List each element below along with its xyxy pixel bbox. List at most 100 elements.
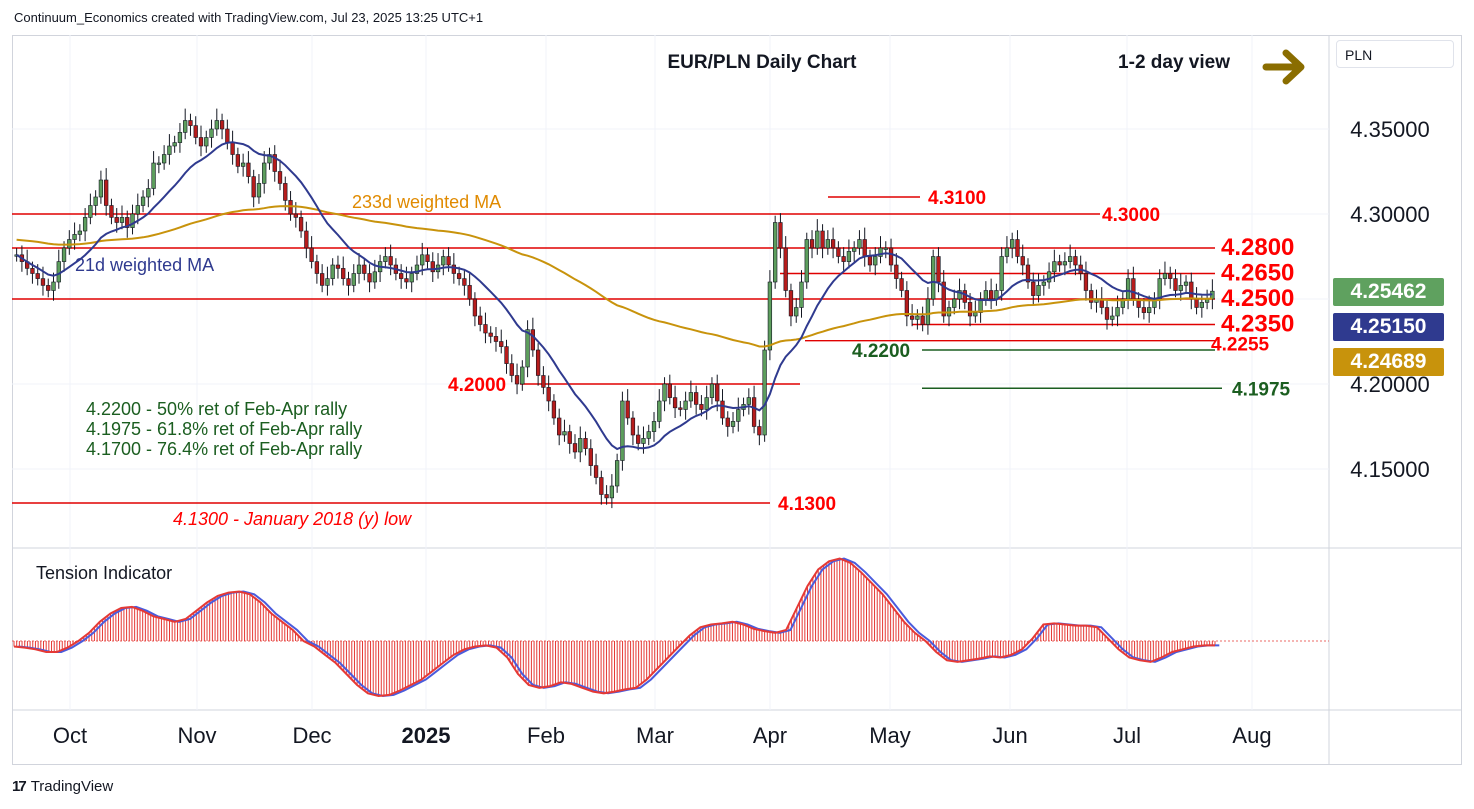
candle-body xyxy=(330,264,335,279)
level-label-4.2200: 4.2200 xyxy=(852,341,910,362)
tension-line xyxy=(13,557,1215,698)
y-tick-label: 4.35000 xyxy=(1350,117,1430,142)
candle-body xyxy=(1020,256,1025,266)
tradingview-logo[interactable]: 17 TradingView xyxy=(12,778,113,795)
candle-body xyxy=(878,247,883,257)
candle-body xyxy=(404,278,409,283)
candle-body xyxy=(441,256,446,266)
candle-body xyxy=(541,375,546,388)
candle-body xyxy=(1173,278,1178,291)
x-tick-label: May xyxy=(869,723,911,748)
candle-body xyxy=(504,346,509,364)
candle-body xyxy=(235,154,241,167)
candle-body xyxy=(788,290,794,317)
candle-body xyxy=(572,443,578,453)
candle-body xyxy=(451,264,456,274)
candle-body xyxy=(757,426,762,436)
candle-body xyxy=(77,230,82,235)
price-axis[interactable]: 4.35000 4.30000 4.20000 4.15000 xyxy=(1350,117,1430,482)
candle-body xyxy=(262,162,267,184)
candle-body xyxy=(82,217,88,232)
candle-body xyxy=(488,332,493,337)
candle-body xyxy=(841,256,846,262)
candle-body xyxy=(304,230,309,249)
candle-body xyxy=(109,205,114,218)
candle-body xyxy=(346,278,351,286)
candle-body xyxy=(730,421,736,427)
candle-body xyxy=(341,268,346,279)
ma233-label: 233d weighted MA xyxy=(352,192,501,212)
retracement-note: 4.1975 - 61.8% ret of Feb-Apr rally xyxy=(86,419,362,439)
candle-body xyxy=(420,254,425,266)
x-tick-label: Nov xyxy=(177,723,216,748)
candle-body xyxy=(46,285,51,291)
candle-body xyxy=(98,179,104,198)
candle-body xyxy=(830,239,836,249)
level-label-4.2350: 4.2350 xyxy=(1221,311,1294,338)
level-label-4.2255: 4.2255 xyxy=(1211,335,1270,356)
candle-body xyxy=(225,128,230,143)
candle-body xyxy=(383,256,388,262)
retracement-note: 4.1700 - 76.4% ret of Feb-Apr rally xyxy=(86,439,362,459)
candle-body xyxy=(983,290,989,300)
y-tick-label: 4.15000 xyxy=(1350,457,1430,482)
tradingview-brand: TradingView xyxy=(30,778,114,795)
currency-selector[interactable]: PLN xyxy=(1336,40,1454,68)
candle-body xyxy=(931,256,936,300)
candle-body xyxy=(1141,307,1147,313)
candle-body xyxy=(56,261,61,283)
candle-body xyxy=(1052,261,1057,273)
candle-body xyxy=(509,363,514,376)
y-tick-label: 4.30000 xyxy=(1350,202,1430,227)
level-label-4.2800: 4.2800 xyxy=(1221,234,1294,261)
level-lines: 4.31004.30004.28004.26504.25004.23504.22… xyxy=(12,188,1294,515)
candle-body xyxy=(625,400,630,419)
level-label-4.3100: 4.3100 xyxy=(928,188,986,209)
candle-body xyxy=(251,176,256,198)
candle-body xyxy=(362,264,367,274)
candle-body xyxy=(614,460,620,487)
candle-body xyxy=(467,285,472,300)
candle-body xyxy=(1199,302,1204,308)
level-label-4.2650: 4.2650 xyxy=(1221,260,1294,287)
candle-body xyxy=(367,273,372,283)
candle-body xyxy=(430,261,435,273)
x-tick-label: Apr xyxy=(753,723,787,748)
candle-body xyxy=(1162,273,1168,279)
candle-body xyxy=(688,392,694,402)
candle-body xyxy=(657,400,662,422)
candle-body xyxy=(662,383,667,402)
candle-body xyxy=(773,222,778,283)
candle-body xyxy=(546,387,551,402)
candle-body xyxy=(909,315,915,320)
candle-body xyxy=(999,256,1004,291)
candle-body xyxy=(620,400,625,461)
candle-body xyxy=(119,217,125,223)
candle-body xyxy=(1036,285,1041,296)
candle-body xyxy=(941,281,946,317)
candle-body xyxy=(651,421,657,432)
candle-body xyxy=(130,213,135,228)
candle-body xyxy=(61,247,67,262)
candle-body xyxy=(214,120,219,130)
time-axis[interactable]: Oct Nov Dec 2025 Feb Mar Apr May Jun Jul Aug xyxy=(53,723,1272,748)
candle-body xyxy=(778,222,783,249)
candle-body xyxy=(1183,281,1189,286)
tension-indicator-label: Tension Indicator xyxy=(36,563,172,583)
candle-body xyxy=(815,230,820,249)
chart-frame xyxy=(12,35,1462,765)
x-tick-label: Oct xyxy=(53,723,87,748)
candle-body xyxy=(746,397,751,405)
candle-body xyxy=(952,298,957,308)
candle-body xyxy=(388,256,393,266)
candle-body xyxy=(325,278,330,286)
candle-body xyxy=(862,239,867,257)
chart-subtitle: 1-2 day view xyxy=(1118,52,1230,73)
x-tick-label: 2025 xyxy=(402,723,451,748)
candle-body xyxy=(867,256,873,266)
candle-body xyxy=(1194,298,1199,308)
candle-body xyxy=(783,247,788,291)
candle-body xyxy=(1147,307,1152,313)
x-tick-label: Mar xyxy=(636,723,674,748)
candle-body xyxy=(641,438,646,444)
